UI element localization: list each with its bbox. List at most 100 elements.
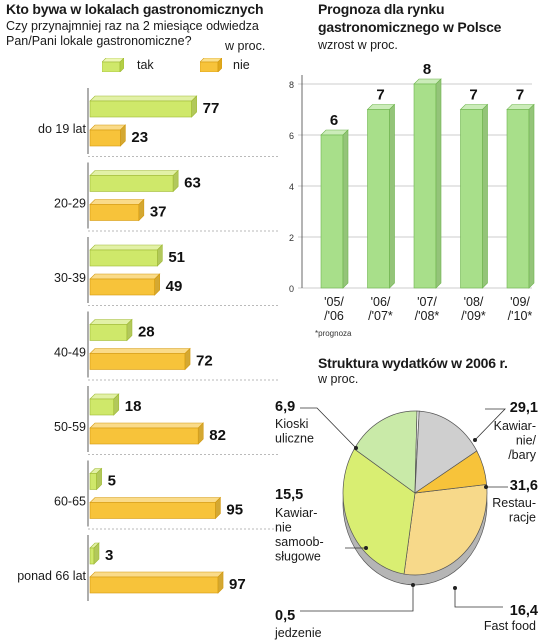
value-label-tak: 77: [203, 100, 220, 117]
pie-category-label: racje: [509, 511, 536, 525]
bar-nie: [89, 129, 121, 147]
pie-category-label: Kawiar-: [494, 419, 536, 433]
left-question-line2: Pan/Pani lokale gastronomiczne?: [6, 34, 192, 48]
value-label-tak: 28: [138, 324, 155, 341]
forecast-subtitle: wzrost w proc.: [318, 38, 398, 52]
pie-value-label: 15,5: [275, 487, 303, 503]
forecast-bar-side: [342, 129, 349, 289]
bar-nie: [89, 353, 186, 370]
value-label-nie: 95: [226, 502, 243, 519]
forecast-category-label: '07/: [417, 295, 437, 309]
forecast-title-line1: Prognoza dla rynku: [318, 1, 445, 17]
bar-side-nie: [217, 571, 224, 594]
bar-top-tak: [89, 244, 164, 251]
structure-title: Struktura wydatków w 2006 r.: [318, 355, 508, 371]
pie-slice: [353, 410, 418, 494]
bar-top-nie: [89, 571, 224, 578]
value-label-tak: 51: [168, 249, 185, 266]
pie-leader-line: [474, 408, 506, 441]
bar-side-nie: [184, 347, 191, 371]
value-label-nie: 23: [131, 129, 148, 146]
forecast-value-label: 7: [469, 87, 477, 104]
bar-top-nie: [89, 273, 161, 280]
forecast-category-label: /'07*: [368, 309, 393, 323]
value-label-tak: 63: [184, 175, 201, 192]
bar-side-tak: [191, 95, 197, 118]
forecast-bar: [367, 109, 390, 289]
forecast-category-label: '08/: [464, 295, 484, 309]
pie-value-label: 31,6: [510, 478, 538, 494]
value-label-tak: 3: [105, 547, 113, 564]
pie-category-label: jedzenie: [274, 626, 322, 640]
forecast-value-label: 6: [330, 112, 338, 129]
bar-side-tak: [96, 467, 102, 491]
bar-tak: [89, 398, 115, 416]
forecast-value-label: 8: [423, 61, 431, 78]
y-tick-label: 8: [289, 80, 294, 90]
pie-leader-dot: [411, 583, 415, 587]
category-label: 50-59: [54, 420, 86, 434]
forecast-category-label: '09/: [510, 295, 530, 309]
value-label-nie: 37: [150, 204, 167, 221]
bar-side-tak: [172, 169, 179, 193]
pie-leader-line: [300, 407, 357, 449]
bar-side-nie: [215, 496, 221, 520]
pie-leader-dot: [453, 586, 457, 590]
forecast-bar: [413, 83, 437, 289]
forecast-category-label: /'10*: [508, 309, 533, 323]
value-label-tak: 18: [125, 398, 142, 415]
pie-category-label: /bary: [508, 448, 537, 462]
y-tick-label: 4: [289, 182, 294, 192]
legend-swatch-tak: [101, 57, 125, 73]
bar-top-tak: [89, 95, 198, 102]
forecast-category-label: /'09*: [461, 309, 486, 323]
left-question-line1: Czy przynajmniej raz na 2 miesiące odwie…: [6, 19, 259, 33]
left-unit: w proc.: [225, 39, 266, 53]
category-label: ponad 66 lat: [17, 569, 86, 583]
bar-nie: [89, 576, 219, 594]
bar-tak: [89, 324, 128, 341]
forecast-footnote: *prognoza: [315, 329, 352, 338]
category-label: 30-39: [54, 271, 86, 285]
value-label-nie: 97: [229, 576, 246, 593]
legend-label-tak: tak: [137, 58, 154, 72]
pie-leader-dot: [354, 446, 358, 450]
pie-leader-dot: [484, 485, 488, 489]
forecast-bar-chart: 024686'05//'067'06//'07*8'07//'08*7'08//…: [289, 61, 535, 338]
bar-top-nie: [89, 348, 191, 354]
pie-slice: [414, 450, 487, 494]
forecast-bar-side: [435, 78, 442, 289]
value-label-nie: 72: [196, 353, 213, 370]
forecast-bar-side: [528, 103, 535, 289]
pie-category-label: nie: [275, 521, 292, 535]
bar-side-nie: [138, 198, 145, 222]
bar-nie: [89, 427, 199, 445]
pie-value-label: 0,5: [275, 608, 295, 624]
bar-side-tak: [93, 542, 100, 565]
bar-nie: [89, 502, 216, 519]
forecast-category-label: /'06: [324, 309, 344, 323]
pie-category-label: samoob-: [275, 535, 324, 549]
y-tick-label: 2: [289, 233, 294, 243]
pie-leader-line: [454, 588, 503, 608]
pie-slice: [403, 484, 488, 576]
pie-category-label: Fast food: [484, 619, 536, 633]
value-label-tak: 5: [108, 473, 116, 490]
bar-side-tak: [126, 318, 133, 342]
pie-value-label: 6,9: [275, 399, 295, 415]
bar-nie: [89, 204, 140, 221]
pie-category-label: nie/: [516, 434, 537, 448]
category-label: 60-65: [54, 495, 86, 509]
bar-tak: [89, 547, 95, 565]
structure-subtitle: w proc.: [318, 372, 359, 386]
forecast-title-line2: gastronomicznego w Polsce: [318, 19, 502, 35]
spending-pie-chart: 29,1 Kawiar-nie//bary 31,6 Restau-racje 16,4…: [274, 399, 538, 640]
bar-tak: [89, 473, 97, 490]
bar-top-nie: [89, 497, 222, 503]
bar-tak: [89, 175, 174, 192]
y-tick-label: 6: [289, 131, 294, 141]
forecast-bar: [460, 109, 483, 289]
bar-top-nie: [89, 124, 127, 131]
forecast-value-label: 7: [516, 87, 524, 104]
pie-slice: [414, 410, 478, 494]
